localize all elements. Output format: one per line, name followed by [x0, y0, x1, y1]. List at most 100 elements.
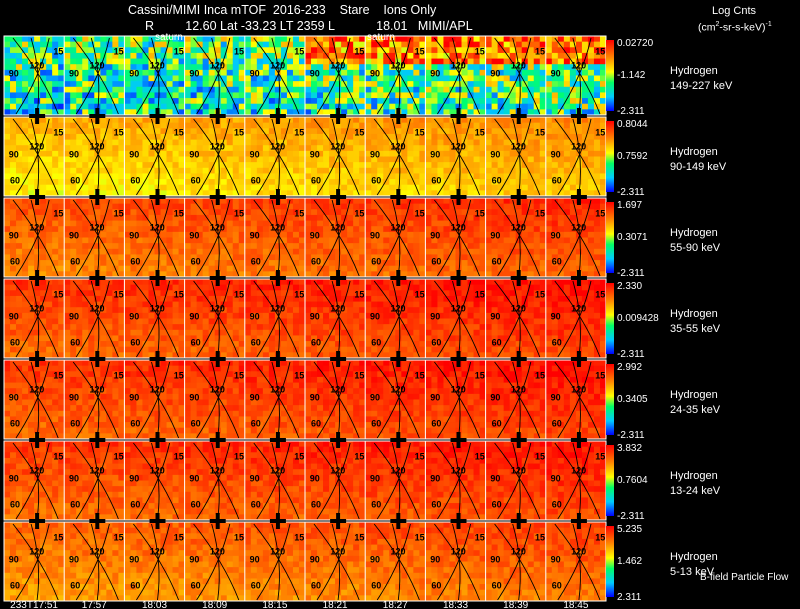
heatmap-cell: [238, 47, 246, 54]
heatmap-cell: [479, 260, 486, 267]
heatmap-cell: [377, 109, 384, 116]
heatmap-cell: [136, 103, 143, 110]
heatmap-cell: [196, 179, 204, 186]
heatmap-cell: [551, 254, 559, 261]
heatmap-cell: [425, 58, 432, 65]
heatmap-cell: [521, 237, 529, 244]
heatmap-cell: [437, 271, 444, 278]
heatmap-cell: [76, 295, 83, 302]
heatmap-cell: [413, 214, 420, 221]
heatmap-cell: [353, 75, 360, 82]
heatmap-cell: [130, 133, 137, 140]
heatmap-cell: [124, 145, 131, 152]
heatmap-cell: [238, 133, 246, 140]
heatmap-cell: [581, 173, 589, 180]
heatmap-cell: [232, 243, 240, 250]
contour-label: 150: [415, 209, 430, 219]
heatmap-cell: [220, 346, 228, 353]
heatmap-cell: [335, 167, 342, 174]
heatmap-cell: [443, 254, 450, 261]
heatmap-cell: [383, 162, 390, 169]
heatmap-cell: [40, 335, 47, 342]
heatmap-cell: [323, 47, 330, 54]
heatmap-cell: [70, 117, 77, 124]
heatmap-cell: [437, 41, 444, 48]
heatmap-cell: [557, 41, 565, 48]
heatmap-cell: [515, 167, 523, 174]
heatmap-cell: [202, 109, 210, 116]
heatmap-cell: [431, 167, 438, 174]
heatmap-cell: [353, 254, 360, 261]
heatmap-cell: [160, 52, 167, 59]
heatmap-cell: [593, 271, 601, 278]
heatmap-cell: [64, 41, 71, 48]
heatmap-cell: [395, 75, 402, 82]
heatmap-cell: [124, 150, 131, 157]
heatmap-cell: [371, 173, 378, 180]
heatmap-cell: [88, 290, 95, 297]
heatmap-cell: [220, 150, 228, 157]
heatmap-cell: [347, 145, 354, 152]
heatmap-cell: [238, 145, 246, 152]
heatmap-cell: [311, 203, 318, 210]
heatmap-cell: [286, 41, 294, 48]
heatmap-cell: [479, 203, 486, 210]
heatmap-cell: [70, 58, 77, 65]
heatmap-cell: [341, 36, 348, 43]
heatmap-cell: [527, 145, 535, 152]
heatmap-cell: [371, 128, 378, 135]
heatmap-cell: [190, 69, 198, 76]
heatmap-cell: [329, 75, 336, 82]
heatmap-cell: [479, 98, 486, 105]
heatmap-cell: [353, 231, 360, 238]
heatmap-cell: [599, 243, 607, 250]
heatmap-cell: [130, 203, 137, 210]
heatmap-cell: [10, 167, 17, 174]
heatmap-cell: [148, 226, 155, 233]
heatmap-cell: [569, 209, 577, 216]
heatmap-cell: [581, 265, 589, 272]
heatmap-cell: [238, 156, 246, 163]
heatmap-cell: [40, 226, 47, 233]
heatmap-cell: [515, 209, 523, 216]
heatmap-cell: [311, 243, 318, 250]
heatmap-cell: [148, 214, 155, 221]
heatmap-cell: [359, 150, 366, 157]
heatmap-cell: [479, 52, 486, 59]
heatmap-cell: [292, 69, 300, 76]
heatmap-cell: [220, 254, 228, 261]
heatmap-cell: [371, 133, 378, 140]
heatmap-cell: [527, 254, 535, 261]
heatmap-cell: [461, 122, 468, 129]
heatmap-cell: [503, 248, 511, 255]
heatmap-cell: [130, 162, 137, 169]
heatmap-cell: [353, 109, 360, 116]
heatmap-cell: [4, 284, 11, 291]
heatmap-cell: [521, 103, 529, 110]
heatmap-cell: [413, 248, 420, 255]
heatmap-cell: [467, 128, 474, 135]
heatmap-cell: [425, 173, 432, 180]
heatmap-cell: [10, 318, 17, 325]
heatmap-cell: [401, 231, 408, 238]
heatmap-cell: [100, 150, 107, 157]
contour-label: 150: [114, 209, 129, 219]
heatmap-cell: [100, 203, 107, 210]
heatmap-cell: [286, 190, 294, 197]
heatmap-cell: [232, 231, 240, 238]
heatmap-cell: [383, 122, 390, 129]
heatmap-cell: [311, 103, 318, 110]
heatmap-cell: [244, 133, 252, 140]
heatmap-cell: [4, 139, 11, 146]
heatmap-cell: [208, 254, 216, 261]
contour-line: [196, 199, 231, 277]
heatmap-cell: [437, 75, 444, 82]
heatmap-cell: [232, 198, 240, 205]
heatmap-cell: [190, 214, 198, 221]
heatmap-cell: [413, 179, 420, 186]
heatmap-cell: [70, 284, 77, 291]
heatmap-cell: [329, 190, 336, 197]
heatmap-cell: [184, 173, 192, 180]
heatmap-cell: [112, 226, 119, 233]
heatmap-cell: [298, 41, 306, 48]
